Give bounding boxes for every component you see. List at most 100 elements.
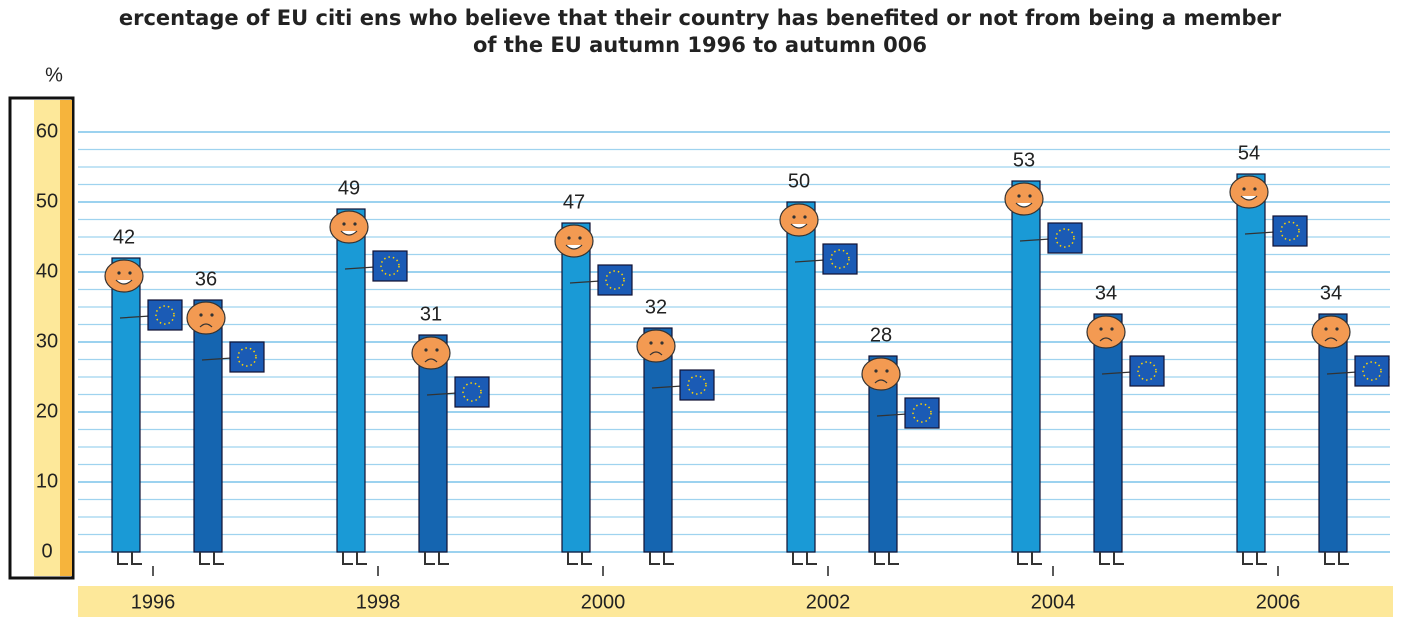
chart-title: ercentage of EU citi ens who believe tha… [119, 6, 1282, 30]
y-axis-label: % [45, 64, 63, 86]
mouth [340, 230, 358, 236]
value-label: 54 [1238, 142, 1260, 164]
value-label: 32 [645, 296, 667, 318]
value-label: 50 [788, 170, 810, 192]
head [411, 336, 451, 370]
legs [424, 552, 449, 565]
eu-stars [1137, 361, 1157, 381]
y-tick-label: 20 [36, 400, 58, 422]
eu-box [1354, 355, 1390, 387]
legs [649, 552, 674, 565]
arm [119, 315, 151, 319]
legs [792, 552, 817, 565]
legs [199, 552, 224, 565]
bar [1011, 180, 1041, 553]
y-tick-label: 60 [36, 120, 58, 142]
bar [418, 334, 448, 553]
x-tick-label: 2006 [1256, 591, 1301, 613]
mouth [1015, 202, 1033, 208]
eye [424, 348, 428, 352]
eye [567, 236, 571, 240]
eu-box [904, 397, 940, 429]
mouth [565, 244, 583, 250]
head [1229, 175, 1269, 209]
y-axis-stripe [60, 100, 72, 576]
x-tick-label: 1996 [131, 591, 176, 613]
head [1311, 315, 1351, 349]
eye [1110, 327, 1114, 331]
x-axis-band [78, 586, 1393, 617]
x-tick-label: 2004 [1031, 591, 1076, 613]
mouth [649, 351, 663, 356]
eye [1335, 327, 1339, 331]
eye [342, 222, 346, 226]
x-tick-label: 2002 [806, 591, 851, 613]
arm [344, 266, 376, 270]
eu-box [1129, 355, 1165, 387]
eu-stars [462, 382, 482, 402]
eye [199, 313, 203, 317]
legs [567, 552, 592, 565]
value-label: 36 [195, 268, 217, 290]
eye [1099, 327, 1103, 331]
y-tick-label: 30 [36, 330, 58, 352]
mouth [1324, 337, 1338, 342]
value-label: 49 [338, 177, 360, 199]
eu-box [597, 264, 633, 296]
mouth [1099, 337, 1113, 342]
bar [1318, 313, 1348, 553]
head [554, 224, 594, 258]
eye [578, 236, 582, 240]
eu-stars [155, 305, 175, 325]
bar [1093, 313, 1123, 553]
arm [1326, 371, 1358, 375]
legs [1242, 552, 1267, 565]
eu-stars [1055, 228, 1075, 248]
eye [649, 341, 653, 345]
arm [1101, 371, 1133, 375]
eye [210, 313, 214, 317]
mouth [874, 379, 888, 384]
mouth [115, 279, 133, 285]
y-tick-label: 40 [36, 260, 58, 282]
eu-box [822, 243, 858, 275]
x-tick-label: 2000 [581, 591, 626, 613]
y-tick-label: 0 [41, 540, 52, 562]
head [636, 329, 676, 363]
bar [336, 208, 366, 553]
bar [561, 222, 591, 553]
legs [117, 552, 142, 565]
bar [111, 257, 141, 553]
eye [353, 222, 357, 226]
value-label: 28 [870, 324, 892, 346]
eu-stars [237, 347, 257, 367]
eye [1028, 194, 1032, 198]
arm [1019, 238, 1051, 242]
eu-box [372, 250, 408, 282]
value-label: 34 [1320, 282, 1342, 304]
legs [1017, 552, 1042, 565]
head [104, 259, 144, 293]
value-label: 34 [1095, 282, 1117, 304]
bar [786, 201, 816, 553]
y-tick-label: 50 [36, 190, 58, 212]
eu-stars [1362, 361, 1382, 381]
arm [1244, 231, 1276, 235]
arm [651, 385, 683, 389]
eye [435, 348, 439, 352]
mouth [424, 358, 438, 363]
arm [569, 280, 601, 284]
head [861, 357, 901, 391]
mouth [1240, 195, 1258, 201]
mouth [199, 323, 213, 328]
legs [1099, 552, 1124, 565]
eye [117, 271, 121, 275]
eu-stars [912, 403, 932, 423]
legs [1324, 552, 1349, 565]
arm [426, 392, 458, 396]
eye [885, 369, 889, 373]
y-tick-label: 10 [36, 470, 58, 492]
eye [1242, 187, 1246, 191]
head [186, 301, 226, 335]
value-label: 53 [1013, 149, 1035, 171]
